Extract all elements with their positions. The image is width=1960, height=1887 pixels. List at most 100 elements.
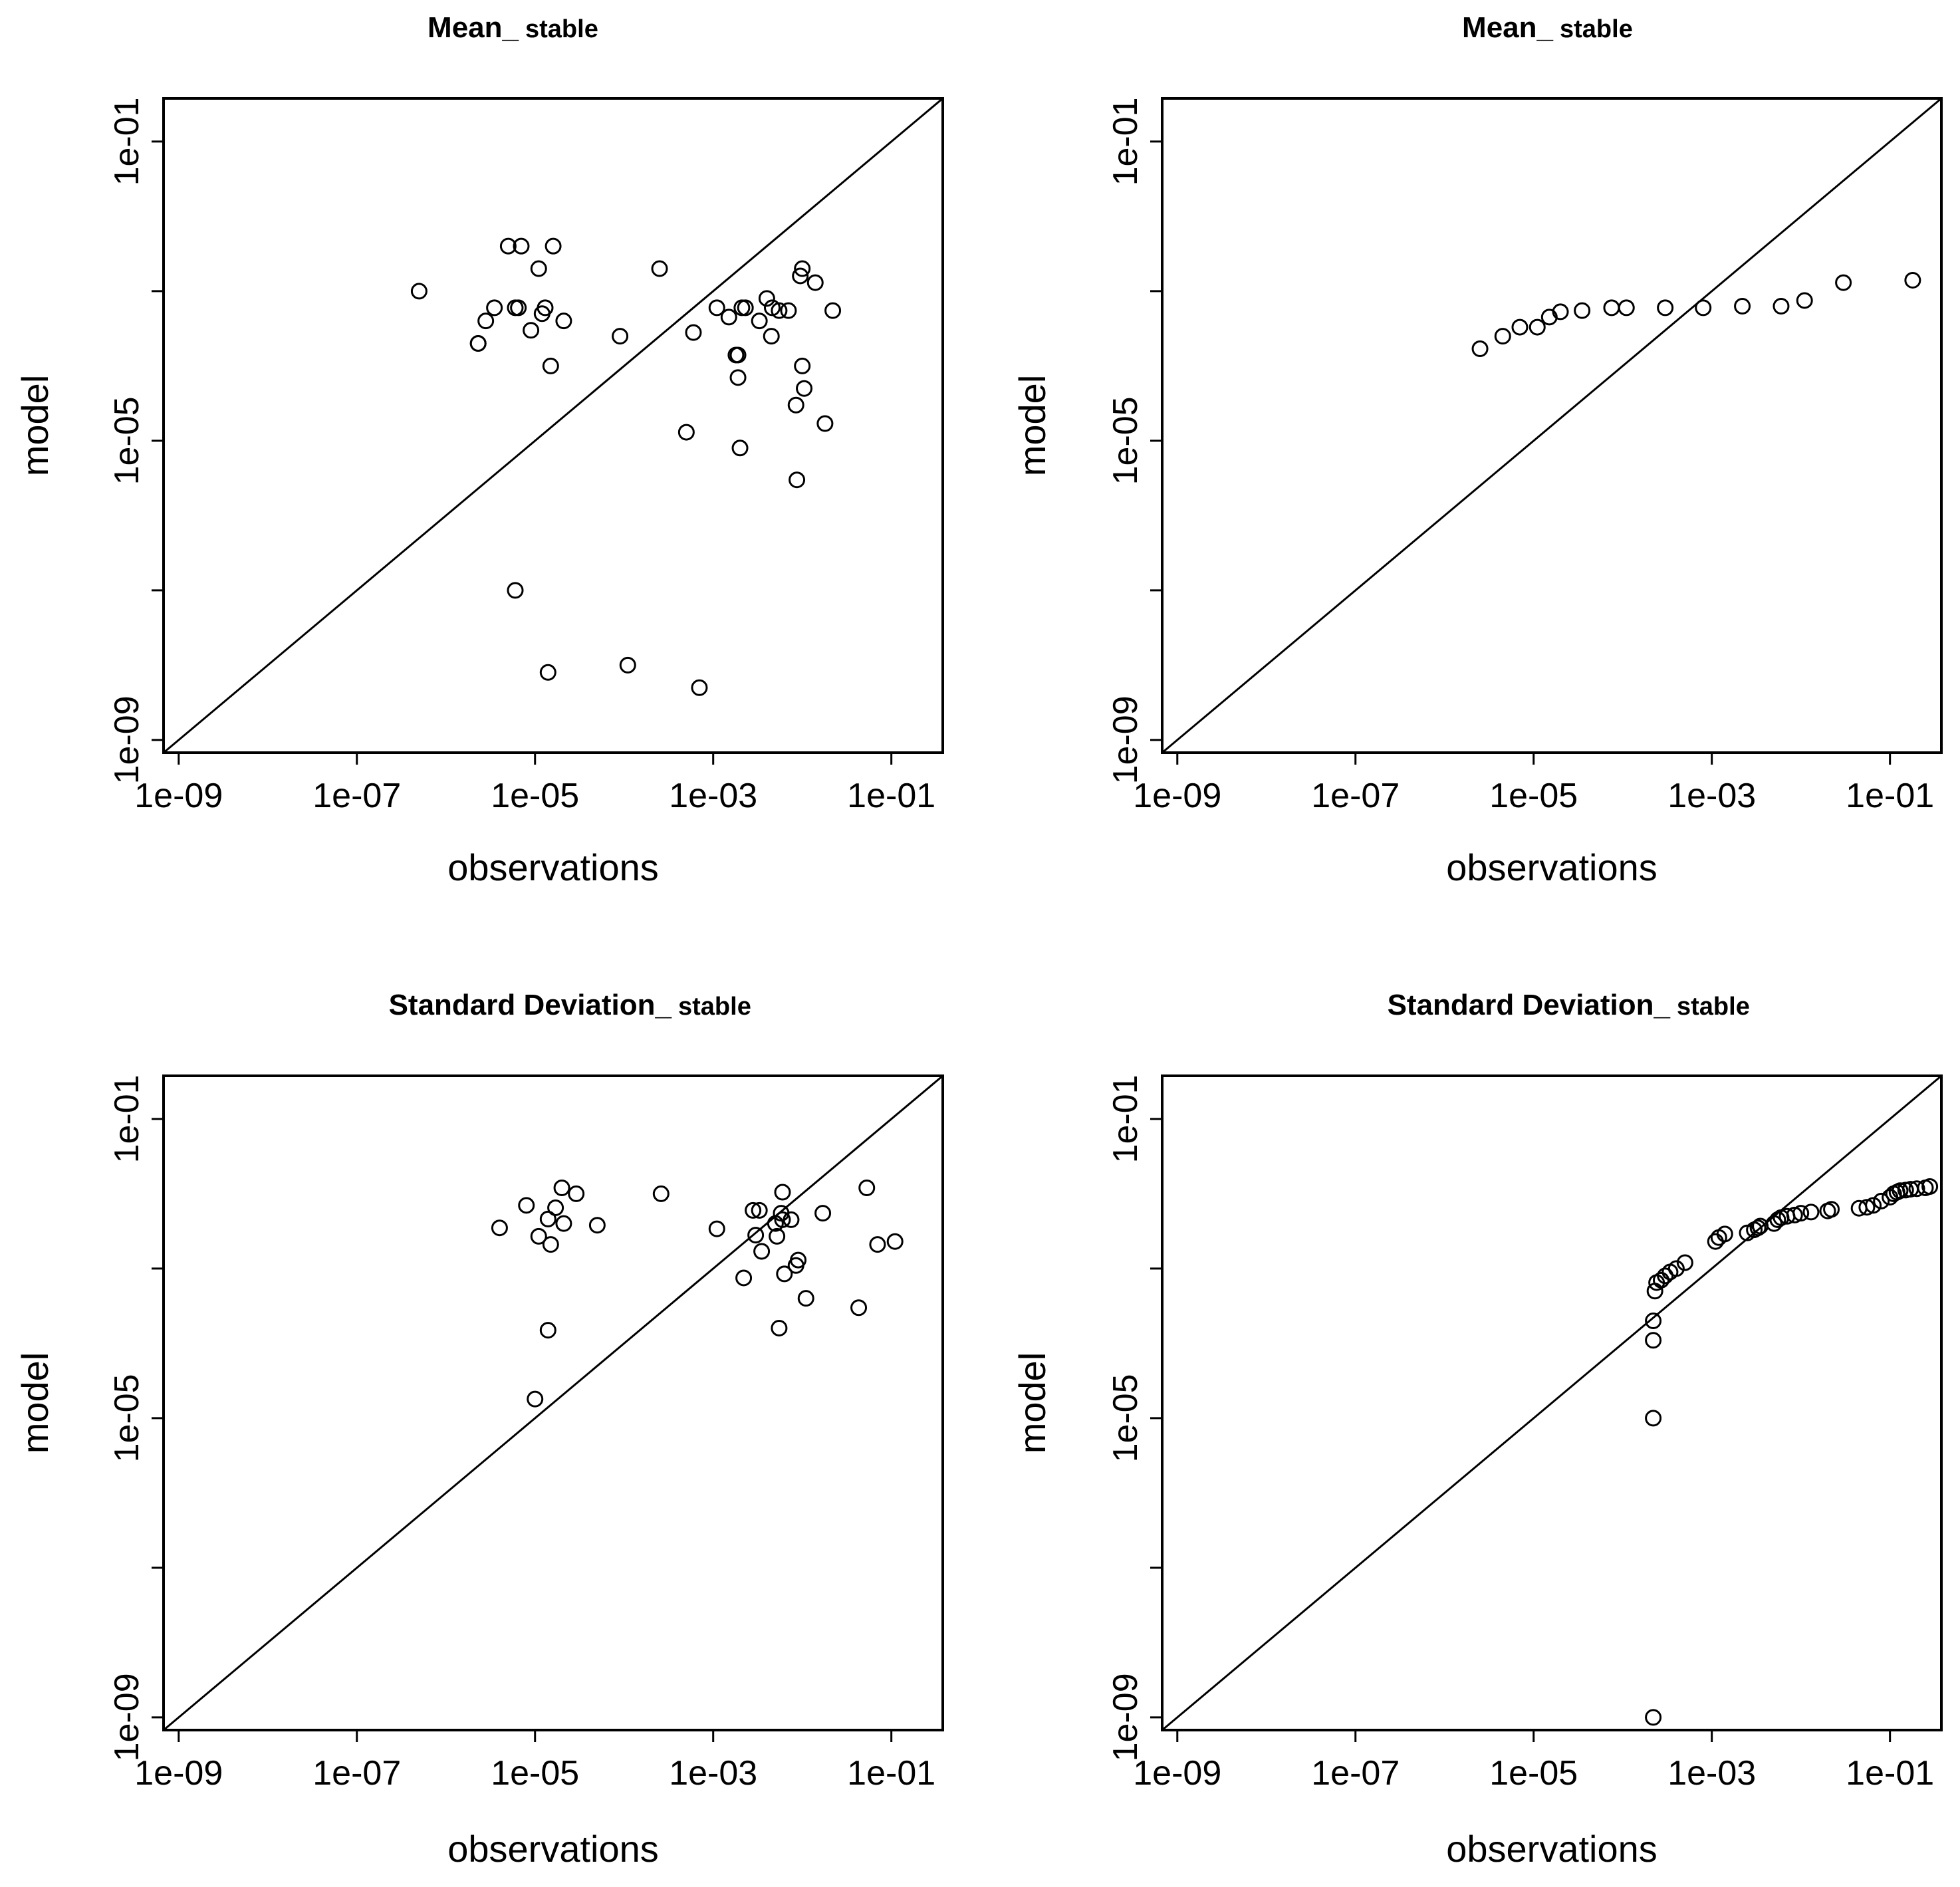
data-point — [771, 302, 788, 319]
y-tick-label: 1e-05 — [1106, 396, 1145, 485]
data-point — [789, 471, 806, 489]
x-tick-label: 1e-05 — [491, 1754, 579, 1793]
x-axis: 1e-09 1e-07 1e-05 1e-03 1e-01 — [1133, 1730, 1934, 1793]
data-point — [1716, 1225, 1733, 1243]
data-point — [1904, 271, 1921, 289]
chart-subtitle: stable — [678, 993, 751, 1021]
data-points — [1645, 1178, 1939, 1726]
data-point — [499, 237, 517, 255]
data-point — [1667, 1260, 1685, 1277]
data-point — [1734, 297, 1751, 314]
data-point — [814, 1205, 832, 1222]
data-point — [758, 290, 775, 307]
data-point — [1552, 303, 1569, 320]
x-tick-label: 1e-09 — [1133, 777, 1221, 815]
data-point — [410, 283, 428, 300]
x-axis: 1e-09 1e-07 1e-05 1e-03 1e-01 — [1133, 753, 1934, 815]
x-axis-label: observations — [1446, 846, 1657, 888]
data-point — [729, 346, 747, 364]
data-point — [1835, 274, 1852, 291]
data-point — [1823, 1201, 1840, 1218]
x-axis: 1e-09 1e-07 1e-05 1e-03 1e-01 — [134, 753, 935, 815]
data-point — [1792, 1205, 1810, 1222]
x-tick-label: 1e-09 — [1133, 1754, 1221, 1793]
x-axis-label: observations — [447, 1828, 659, 1870]
x-tick-label: 1e-07 — [312, 777, 401, 815]
data-point — [1773, 297, 1790, 314]
y-axis: 1e-09 1e-05 1e-01 — [108, 97, 164, 784]
data-point — [507, 582, 524, 599]
data-point — [1802, 1203, 1820, 1221]
data-point — [1707, 1233, 1724, 1250]
data-point — [1645, 1332, 1662, 1349]
x-tick-label: 1e-05 — [1489, 777, 1578, 815]
data-points — [410, 237, 842, 696]
data-point — [477, 313, 495, 330]
data-point — [751, 313, 768, 330]
data-point — [510, 299, 527, 316]
data-point — [553, 1180, 570, 1197]
x-tick-label: 1e-09 — [134, 1754, 223, 1793]
data-point — [776, 1265, 793, 1283]
y-axis: 1e-09 1e-05 1e-01 — [108, 1074, 164, 1761]
data-point — [780, 302, 797, 319]
data-point — [1908, 1180, 1925, 1197]
data-point — [469, 335, 487, 352]
x-tick-label: 1e-03 — [1667, 1754, 1756, 1793]
data-point — [1603, 299, 1620, 316]
plot-frame — [162, 1074, 944, 1731]
chart-subtitle: stable — [1677, 993, 1750, 1021]
y-tick-label: 1e-01 — [1106, 97, 1145, 186]
data-point — [691, 679, 708, 696]
y-tick-label: 1e-01 — [108, 1074, 146, 1163]
data-point — [1471, 340, 1489, 357]
chart-title: Standard Deviation_ — [389, 989, 672, 1021]
x-tick-label: 1e-03 — [669, 777, 757, 815]
data-point — [794, 260, 811, 277]
reference-line — [163, 1074, 943, 1731]
data-point — [1529, 318, 1546, 336]
data-point — [1645, 1709, 1662, 1726]
data-point — [491, 1219, 508, 1237]
y-axis-label: model — [14, 375, 56, 477]
data-point — [513, 237, 530, 255]
data-point — [769, 1227, 786, 1245]
y-tick-label: 1e-01 — [108, 97, 146, 186]
data-point — [523, 322, 540, 339]
data-point — [612, 328, 629, 345]
data-point — [774, 1211, 791, 1228]
data-point — [747, 1227, 765, 1244]
data-point — [1749, 1219, 1767, 1237]
y-tick-label: 1e-05 — [108, 396, 146, 485]
y-axis: 1e-09 1e-05 1e-01 — [1106, 97, 1162, 784]
data-point — [1657, 299, 1674, 316]
data-point — [745, 1201, 762, 1219]
data-point — [771, 1319, 788, 1336]
y-tick-label: 1e-09 — [1106, 695, 1145, 784]
x-tick-label: 1e-05 — [1489, 1754, 1578, 1793]
data-point — [547, 1199, 564, 1216]
chart-title: Standard Deviation_ — [1388, 989, 1671, 1021]
data-point — [588, 1217, 606, 1234]
data-point — [685, 324, 702, 341]
data-point — [737, 299, 754, 316]
x-tick-label: 1e-03 — [669, 1754, 757, 1793]
chart-title: Mean_ — [428, 11, 519, 44]
data-point — [850, 1299, 868, 1317]
data-point — [869, 1236, 886, 1253]
x-tick-label: 1e-07 — [1311, 777, 1400, 815]
panel-mean-right: Mean_ stable 1e-09 1e-07 1e-05 1e-03 1e-01 1… — [1011, 11, 1943, 888]
y-tick-label: 1e-09 — [108, 695, 146, 784]
x-axis-label: observations — [447, 846, 659, 888]
plot-frame — [162, 97, 944, 754]
data-point — [720, 309, 737, 326]
data-point — [1858, 1199, 1876, 1216]
x-tick-label: 1e-01 — [1846, 1754, 1934, 1793]
data-point — [792, 267, 809, 285]
chart-subtitle: stable — [1560, 15, 1633, 43]
x-tick-label: 1e-07 — [312, 1754, 401, 1793]
data-point — [806, 274, 824, 291]
data-point — [1645, 1410, 1662, 1427]
data-point — [783, 1211, 800, 1228]
data-point — [1921, 1178, 1939, 1195]
